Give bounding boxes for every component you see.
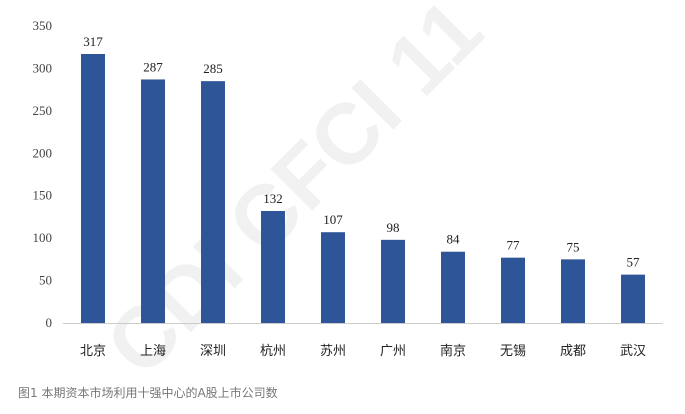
y-tick-label: 100 (33, 230, 53, 245)
data-label: 57 (627, 255, 641, 270)
data-label: 317 (83, 34, 103, 49)
data-label: 107 (323, 212, 343, 227)
bar (81, 54, 105, 323)
x-tick-label: 北京 (80, 344, 106, 359)
bar (141, 79, 165, 324)
bar (501, 257, 525, 323)
y-tick-label: 200 (33, 145, 53, 160)
bar-series: 317 287 285 132 107 98 84 77 75 57 (81, 34, 645, 324)
data-label: 98 (387, 220, 400, 235)
y-axis: 0 50 100 150 200 250 300 350 (33, 18, 53, 330)
x-tick-label: 上海 (140, 344, 166, 359)
data-label: 84 (447, 232, 461, 247)
bar (201, 81, 225, 324)
data-label: 75 (567, 239, 580, 254)
bar (321, 232, 345, 323)
figure-caption: 图1 本期资本市场利用十强中心的A股上市公司数 (18, 386, 278, 400)
y-tick-label: 300 (33, 60, 53, 75)
y-tick-label: 150 (33, 188, 53, 203)
x-tick-label: 广州 (380, 344, 406, 359)
data-label: 77 (507, 238, 521, 253)
y-tick-label: 350 (33, 18, 53, 33)
bar (621, 274, 645, 323)
y-tick-label: 0 (46, 315, 53, 330)
data-label: 132 (263, 191, 283, 206)
data-label: 285 (203, 61, 223, 76)
x-axis-labels: 北京 上海 深圳 杭州 苏州 广州 南京 无锡 成都 武汉 (80, 343, 646, 359)
bar (381, 239, 405, 323)
y-tick-label: 250 (33, 103, 53, 118)
x-tick-label: 成都 (560, 344, 586, 359)
x-tick-label: 武汉 (620, 344, 646, 359)
bar (261, 210, 285, 323)
x-tick-label: 杭州 (260, 344, 286, 359)
bar (561, 259, 585, 323)
x-tick-label: 深圳 (200, 344, 226, 359)
x-tick-label: 苏州 (320, 343, 346, 359)
x-tick-label: 无锡 (500, 344, 526, 359)
y-tick-label: 50 (39, 273, 52, 288)
bar (441, 251, 465, 323)
data-label: 287 (143, 59, 163, 74)
x-tick-label: 南京 (440, 343, 466, 359)
